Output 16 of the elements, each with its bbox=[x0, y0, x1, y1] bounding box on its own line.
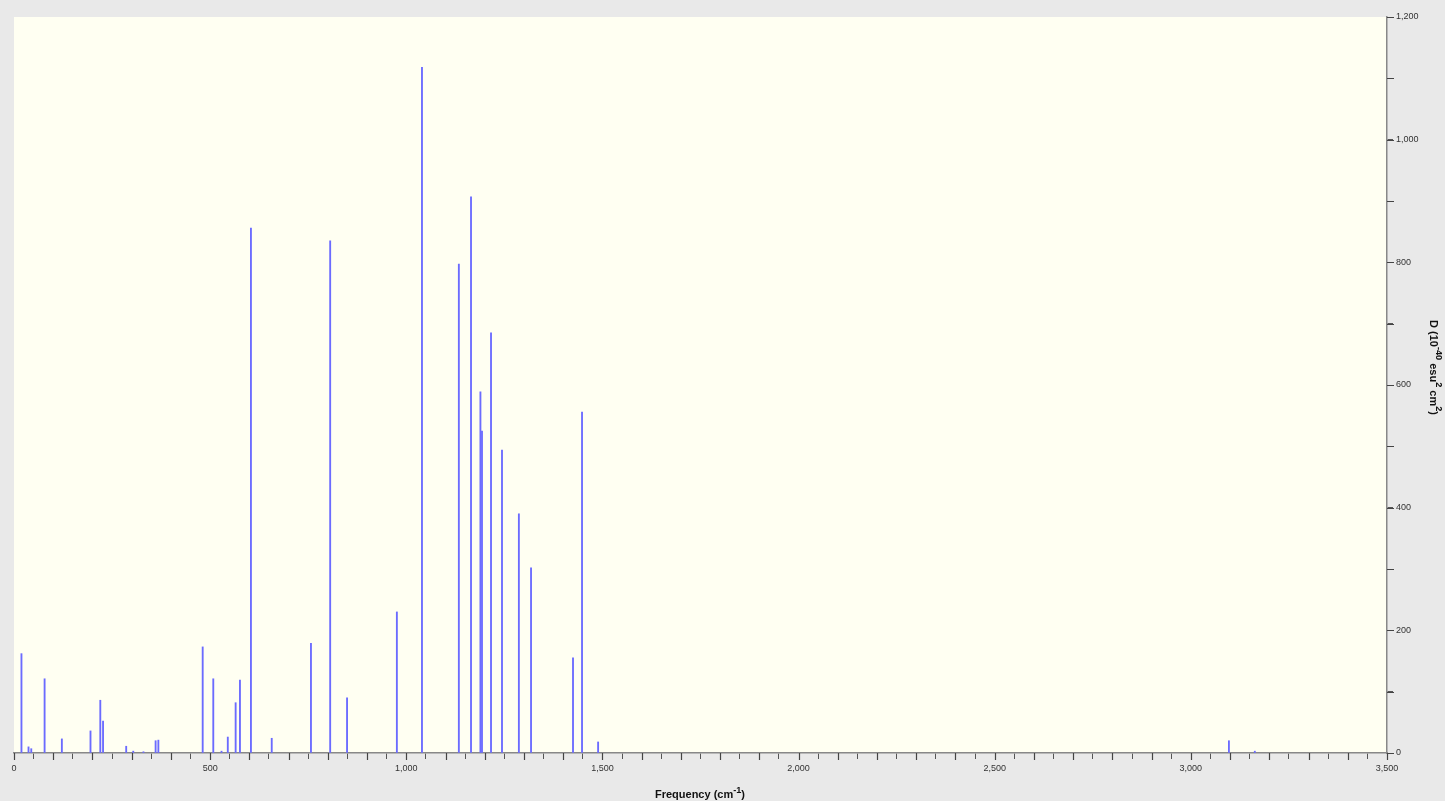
y-tick-label: 1,200 bbox=[1396, 11, 1419, 22]
y-tick-label: 400 bbox=[1396, 502, 1412, 513]
x-tick-label: 2,500 bbox=[983, 762, 1006, 773]
y-tick-label: 200 bbox=[1396, 624, 1412, 635]
x-tick-label: 1,500 bbox=[591, 762, 614, 773]
y-tick-label: 0 bbox=[1396, 747, 1402, 758]
x-tick-label: 2,000 bbox=[787, 762, 810, 773]
y-tick-label: 800 bbox=[1396, 256, 1412, 267]
x-axis-title: Frequency (cm$^{-1}$) bbox=[653, 785, 747, 800]
x-tick-label: 3,000 bbox=[1179, 762, 1203, 773]
x-tick-label: 1,000 bbox=[395, 762, 418, 773]
y-tick-label: 1,000 bbox=[1396, 134, 1419, 145]
x-tick-label: 500 bbox=[202, 762, 218, 773]
y-tick-label: 600 bbox=[1396, 379, 1412, 390]
x-tick-label: 3,500 bbox=[1375, 762, 1399, 773]
x-tick-label: 0 bbox=[11, 762, 17, 773]
